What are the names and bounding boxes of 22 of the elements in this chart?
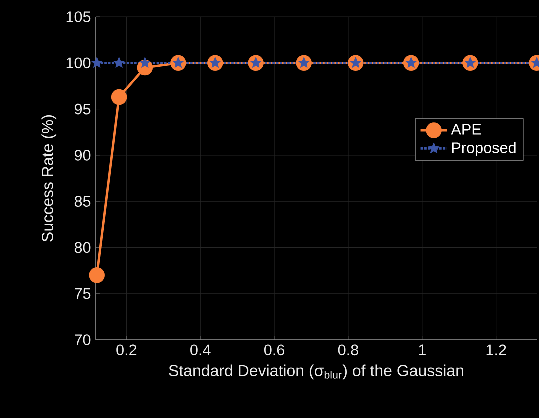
x-tick-label: 0.6 <box>264 344 285 356</box>
x-axis-title: Standard Deviation (σ$_{blur}$) of the Gaussian <box>169 364 464 380</box>
x-tick-label: 1.2 <box>486 344 506 356</box>
x-tick-label: 0.8 <box>338 344 358 356</box>
point <box>111 89 128 106</box>
y-tick-label: 85 <box>74 196 91 207</box>
point <box>89 268 105 284</box>
point <box>114 57 125 68</box>
y-axis-title: Success Rate (%) <box>42 116 57 242</box>
y-tick-label: 100 <box>66 58 91 69</box>
y-tick-label: 70 <box>75 334 91 346</box>
legend-label: Proposed <box>452 142 516 156</box>
y-tick-label: 95 <box>74 104 91 115</box>
legend-label: APE <box>451 124 482 135</box>
x-tick-label: 1 <box>419 344 426 356</box>
y-tick-label: 105 <box>66 12 91 22</box>
x-tick-label: 0.2 <box>116 344 137 356</box>
y-tick-label: 90 <box>74 150 91 161</box>
point <box>92 57 103 68</box>
x-tick-label: 0.4 <box>190 344 211 356</box>
y-tick-label: 80 <box>74 242 91 254</box>
y-tick-label: 75 <box>75 288 91 300</box>
